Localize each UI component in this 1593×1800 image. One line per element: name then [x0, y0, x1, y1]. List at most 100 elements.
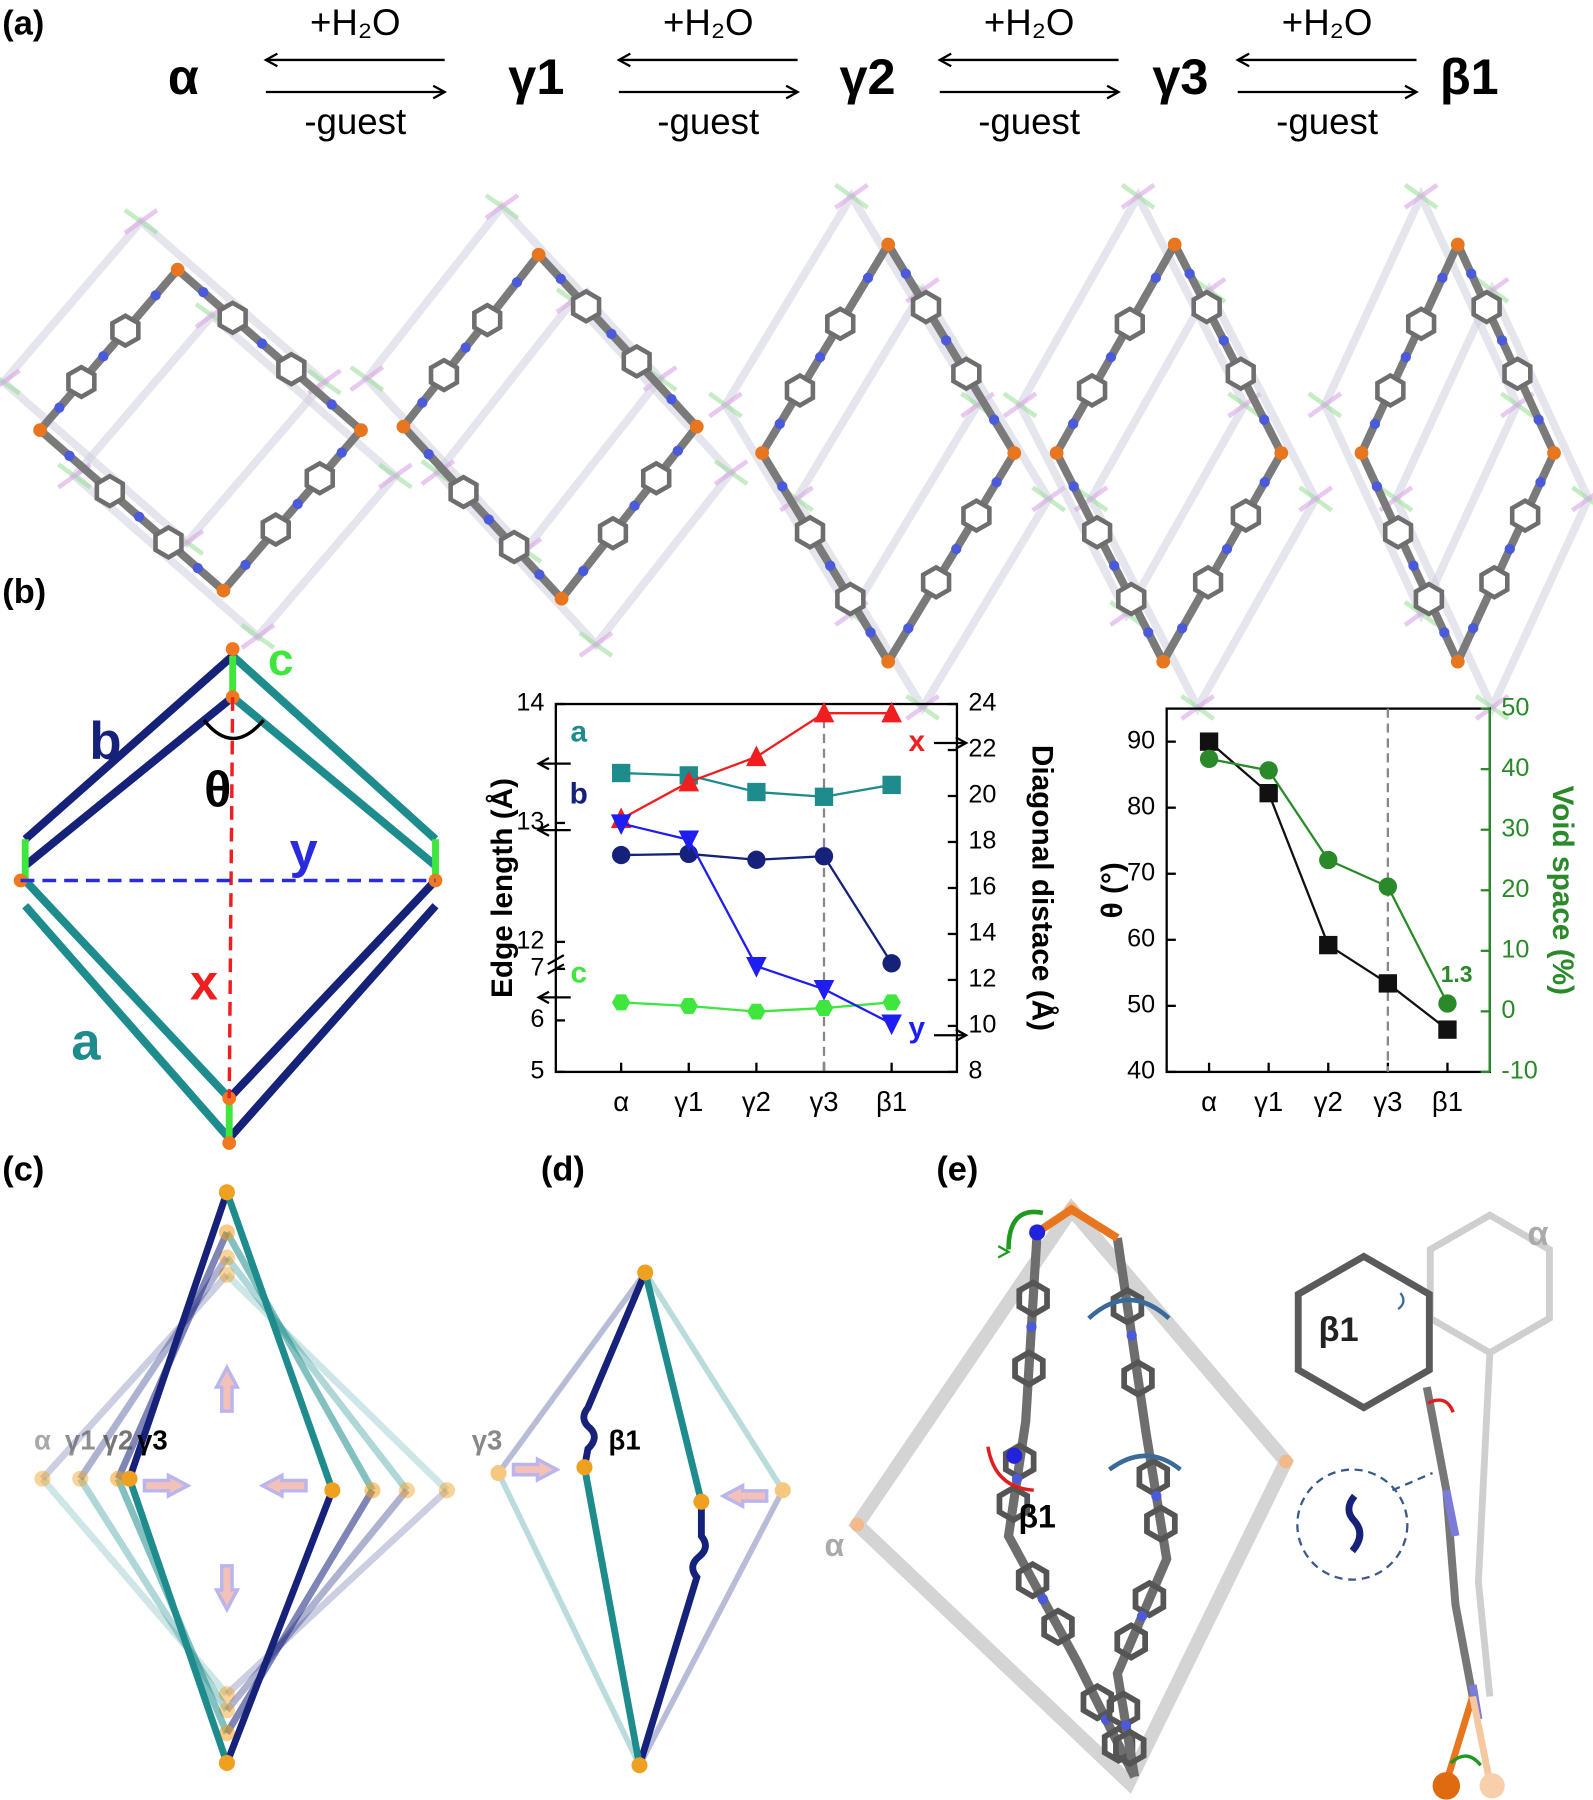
- ring: [825, 306, 856, 342]
- nitrogen: [1068, 481, 1079, 492]
- ring: [1230, 498, 1262, 534]
- series-line: [1208, 757, 1449, 1005]
- data-point: [610, 814, 632, 836]
- y-tick-label: 14: [516, 689, 544, 717]
- nitrogen: [133, 511, 145, 522]
- y-tick-label: 70: [1127, 858, 1155, 886]
- vertex: [364, 1482, 381, 1499]
- data-point: [881, 1014, 902, 1036]
- ring: [951, 356, 982, 392]
- reaction-forward: +H₂O: [663, 2, 754, 43]
- state-label: γ1: [508, 48, 564, 105]
- label-b: b: [89, 712, 121, 771]
- metal-node: [1479, 1773, 1505, 1799]
- state-label: γ1: [65, 1424, 96, 1455]
- metal-node: [396, 419, 411, 434]
- ghost-link: [1403, 183, 1439, 210]
- y-tick-label: 40: [1127, 1057, 1155, 1085]
- ring: [153, 524, 184, 560]
- reaction-reverse: -guest: [304, 101, 406, 142]
- ring: [1016, 1279, 1050, 1318]
- ring: [1114, 1622, 1148, 1661]
- nitrogen: [1105, 351, 1117, 363]
- vertex: [631, 1757, 648, 1774]
- vertex: [398, 1482, 415, 1499]
- data-point: [678, 770, 700, 792]
- nitrogen: [951, 543, 962, 555]
- ring: [597, 515, 629, 551]
- edge-a: [126, 1477, 231, 1765]
- data-point: [747, 850, 766, 869]
- ghost-link: [1120, 183, 1156, 210]
- ring: [66, 364, 97, 400]
- linker: [1442, 1489, 1460, 1537]
- nitrogen: [336, 447, 347, 458]
- ring: [1113, 1728, 1147, 1768]
- nitrogen: [1439, 627, 1450, 638]
- edge-b: [223, 1488, 336, 1765]
- y2-tick-label: 18: [968, 827, 996, 855]
- state-label: α: [824, 1527, 844, 1563]
- angle-arc: [202, 718, 265, 741]
- label-a: a: [71, 1012, 101, 1071]
- y-tick-label: 6: [530, 1005, 544, 1033]
- metal-node: [170, 262, 185, 277]
- nitrogen: [862, 272, 874, 283]
- data-point: [611, 763, 631, 783]
- series-label: y: [909, 1011, 926, 1044]
- vertex: [218, 1266, 235, 1283]
- ghost-link: [378, 462, 413, 490]
- series-label: b: [570, 778, 588, 811]
- ring: [1110, 1286, 1145, 1326]
- arrow-head: [955, 1028, 969, 1042]
- nitrogen: [1533, 414, 1544, 425]
- vertex: [225, 642, 240, 656]
- nitrogen: [1221, 543, 1233, 555]
- ring: [304, 460, 335, 496]
- y2-axis-title: Diagonal distace (Å): [1026, 745, 1059, 1031]
- arrow-head: [1106, 84, 1121, 100]
- ghost-link: [578, 631, 614, 658]
- data-point: [813, 701, 835, 723]
- reaction-forward: +H₂O: [310, 2, 401, 43]
- ghost-link: [713, 459, 749, 486]
- edge-b: [226, 877, 439, 1102]
- vertex: [121, 1470, 138, 1487]
- nitrogen: [900, 268, 911, 279]
- y2-tick-label: 24: [968, 689, 996, 717]
- data-point: [881, 701, 902, 723]
- nitrogen: [1006, 1447, 1023, 1464]
- vertex: [218, 1754, 235, 1771]
- edge-b: [126, 1191, 231, 1480]
- nitrogen: [326, 399, 337, 410]
- panel-label: (a): [2, 5, 44, 43]
- nitrogen: [292, 498, 303, 510]
- state-label: β1: [1018, 1498, 1055, 1534]
- ring: [835, 581, 866, 617]
- y2-axis-title: Void space (%): [1546, 785, 1579, 995]
- label-x: x: [190, 953, 218, 1010]
- nitrogen: [98, 351, 109, 362]
- rotation-arrow: [1006, 1209, 1044, 1250]
- metal-node: [1049, 446, 1064, 460]
- data-point: [746, 745, 767, 767]
- panel-label: (b): [2, 573, 46, 611]
- nitrogen: [555, 273, 566, 285]
- rotation-arrow: [1397, 1292, 1405, 1311]
- arrow-head: [785, 84, 801, 100]
- rotation-arrow: [1449, 1754, 1483, 1767]
- diagonal-x: [227, 697, 235, 1099]
- nitrogen: [64, 450, 75, 461]
- metal-node: [1007, 446, 1022, 460]
- reaction-forward: +H₂O: [1282, 2, 1373, 43]
- series-label: x: [909, 725, 926, 758]
- linker: [1112, 1237, 1172, 1778]
- motion-arrow: [142, 1472, 192, 1499]
- ring: [1012, 1349, 1046, 1388]
- data-point: [882, 994, 901, 1011]
- nitrogen: [54, 402, 65, 413]
- nitrogen: [1136, 1611, 1148, 1622]
- state-label: α: [168, 48, 199, 105]
- ghost-link: [123, 208, 159, 235]
